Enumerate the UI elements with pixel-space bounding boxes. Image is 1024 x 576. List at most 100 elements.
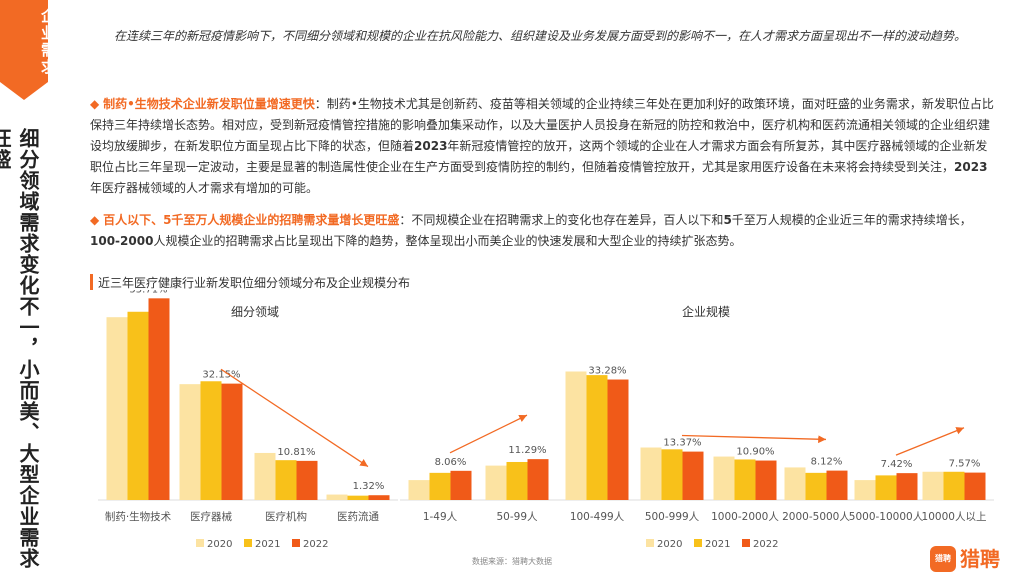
chart-title-accent	[90, 274, 93, 290]
section-tag	[0, 0, 48, 100]
trend-arrow	[220, 368, 369, 468]
legend-swatch	[742, 539, 750, 547]
data-label: 7.42%	[881, 459, 913, 470]
bar-2021	[200, 381, 222, 500]
bullet-company-size: ◆ 百人以下、5千至万人规模企业的招聘需求量增长更旺盛：不同规模企业在招聘需求上…	[90, 210, 995, 252]
trend-arrow	[895, 427, 965, 456]
sidebar: 企业需求 细分领域需求变化不一，小而美、大型企业需求旺盛	[0, 0, 57, 576]
bar-2021	[275, 460, 297, 500]
diamond-bullet-icon: ◆	[90, 213, 100, 227]
bullet-bold-year: 2023	[414, 139, 448, 153]
bullet-pharma: ◆ 制药•生物技术企业新发职位量增速更快：制药•生物技术尤其是创新药、疫苗等相关…	[90, 94, 995, 199]
legend-swatch	[244, 539, 252, 547]
bar-2022	[296, 460, 318, 500]
bar-2022	[896, 473, 918, 500]
bar-2020	[408, 480, 430, 500]
bar-2022	[607, 379, 629, 500]
bar-2020	[326, 494, 348, 500]
diamond-bullet-icon: ◆	[90, 97, 100, 111]
bullet-text: 千至万人规模的企业近三年的需求持续增长，	[731, 213, 972, 227]
bar-2021	[734, 459, 756, 500]
brand-logo: 猎聘 猎聘	[930, 546, 1014, 572]
bar-2022	[221, 383, 243, 500]
page-title: 细分领域需求变化不一，小而美、大型企业需求旺盛	[0, 128, 40, 569]
legend-swatch	[196, 539, 204, 547]
data-label: 32.15%	[202, 370, 240, 381]
panel-title: 企业规模	[682, 304, 730, 319]
panel-title: 细分领域	[231, 305, 279, 319]
bullet-text: 年新冠疫情管控的放开，这两个领域的企业在人才需求方面会有所复苏，其中医疗器械领域…	[90, 139, 988, 174]
bar-2022	[148, 298, 170, 500]
data-label: 13.37%	[663, 438, 701, 449]
data-label: 10.81%	[277, 447, 315, 458]
trend-arrow	[681, 434, 827, 444]
bar-2021	[943, 471, 965, 500]
category-label: 1-49人	[423, 511, 458, 523]
data-label: 11.29%	[508, 445, 546, 456]
legend-label: 2020	[657, 539, 682, 550]
category-label: 50-99人	[496, 511, 538, 523]
category-label: 医疗器械	[190, 510, 232, 523]
data-label: 8.12%	[811, 457, 843, 468]
bar-2020	[640, 447, 662, 500]
category-label: 100-499人	[570, 511, 625, 523]
bar-2021	[347, 495, 369, 500]
bar-2020	[179, 384, 201, 500]
data-source: 数据来源：猎聘大数据	[472, 557, 552, 566]
category-label: 10000人以上	[922, 511, 987, 523]
logo-icon: 猎聘	[930, 546, 956, 572]
bullet-heading: 百人以下、5千至万人规模企业的招聘需求量增长更旺盛	[103, 213, 400, 227]
category-label: 制药·生物技术	[105, 510, 172, 523]
bar-2021	[586, 375, 608, 500]
bullet-text: ：不同规模企业在招聘需求上的变化也存在差异，百人以下和	[399, 213, 724, 227]
legend-label: 2020	[207, 539, 232, 550]
legend-label: 2021	[705, 539, 730, 550]
bar-2022	[368, 495, 390, 500]
legend-swatch	[292, 539, 300, 547]
bar-2021	[506, 461, 528, 500]
bar-2021	[127, 311, 149, 500]
section-tag-label: 企业需求	[39, 8, 57, 76]
bar-2022	[527, 459, 549, 500]
bar-2020	[254, 452, 276, 500]
bar-2021	[661, 449, 683, 500]
bullet-text: 年医疗器械领域的人才需求有增加的可能。	[90, 181, 319, 195]
intro-paragraph: 在连续三年的新冠疫情影响下，不同细分领域和规模的企业在抗风险能力、组织建设及业务…	[114, 29, 967, 43]
bar-2020	[106, 317, 128, 500]
bar-2022	[826, 470, 848, 500]
category-label: 5000-10000人	[849, 511, 924, 523]
data-label: 33.28%	[588, 366, 626, 377]
logo-text: 猎聘	[960, 547, 1000, 571]
bullet-heading: 制药•生物技术企业新发职位量增速更快	[103, 97, 315, 111]
bar-2020	[854, 480, 876, 500]
bar-2021	[429, 472, 451, 500]
bullet-bold-number: 100-2000	[90, 234, 154, 248]
bar-2020	[922, 471, 944, 500]
bar-2020	[565, 371, 587, 500]
category-label: 1000-2000人	[711, 511, 779, 523]
data-label: 7.57%	[949, 459, 981, 470]
bar-2021	[805, 472, 827, 500]
legend-swatch	[646, 539, 654, 547]
data-label: 10.90%	[736, 447, 774, 458]
category-label: 2000-5000人	[782, 511, 850, 523]
legend-swatch	[694, 539, 702, 547]
bar-2022	[964, 472, 986, 500]
combined-bar-chart: 细分领域 55.71% 制药·生物技术 32.15% 医疗器械 10.81% 医疗机构 1.3…	[98, 290, 994, 550]
bar-2022	[682, 451, 704, 500]
bullet-bold-number: 5	[723, 213, 732, 227]
data-label: 8.06%	[435, 457, 467, 468]
data-label: 1.32%	[353, 481, 385, 492]
bar-2021	[875, 475, 897, 500]
trend-arrow	[449, 414, 528, 454]
bar-2022	[755, 460, 777, 500]
legend-label: 2021	[255, 539, 280, 550]
bar-2020	[784, 467, 806, 500]
category-label: 500-999人	[645, 511, 700, 523]
data-label: 55.71%	[129, 290, 167, 295]
category-label: 医药流通	[337, 510, 379, 523]
bar-2022	[450, 470, 472, 500]
legend-label: 2022	[753, 539, 778, 550]
bar-2020	[713, 456, 735, 500]
category-label: 医疗机构	[265, 510, 307, 523]
